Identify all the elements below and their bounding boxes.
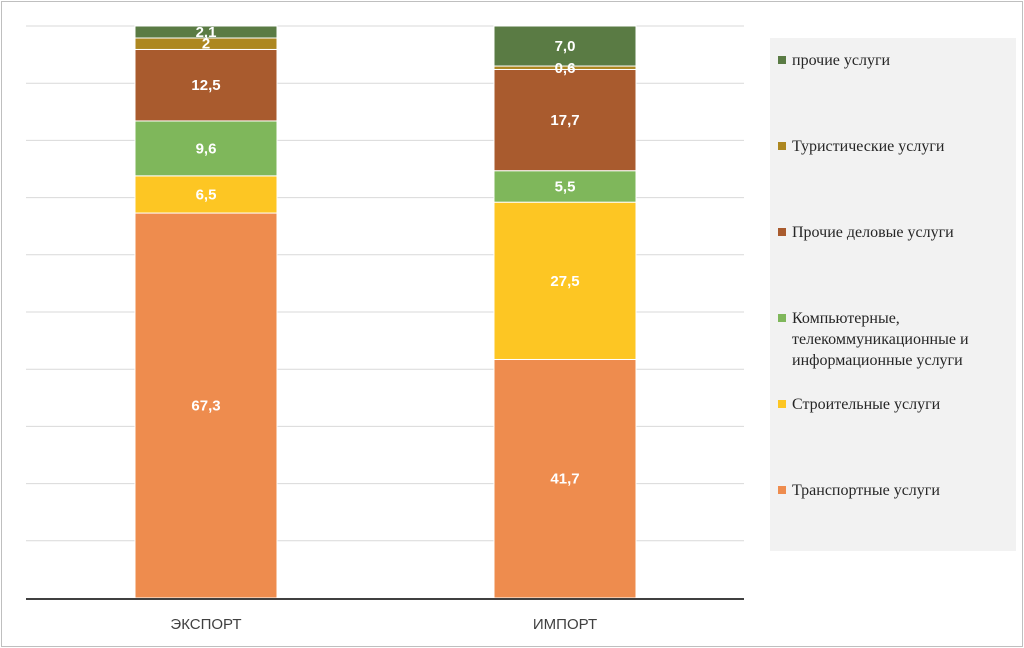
bar-segment — [493, 170, 637, 203]
legend-label: Прочие деловые услуги — [792, 224, 954, 241]
bar-segment — [134, 120, 278, 177]
data-label: 5,5 — [555, 178, 576, 195]
legend-item: Туристические услуги — [778, 136, 1012, 157]
bar-segment — [493, 25, 637, 67]
data-label: 9,6 — [196, 140, 217, 157]
legend-label: Строительные услуги — [792, 396, 941, 413]
legend-swatch — [778, 228, 786, 236]
bar-segment — [134, 25, 278, 39]
legend-label: прочие услуги — [792, 52, 891, 69]
legend-swatch — [778, 314, 786, 322]
legend-swatch — [778, 56, 786, 64]
bar-segment — [134, 48, 278, 122]
category-label: ЭКСПОРТ — [170, 616, 241, 633]
data-label: 41,7 — [550, 471, 579, 488]
legend-label: Туристические услуги — [792, 138, 945, 155]
legend-label: Компьютерные, телекоммуникационные и инф… — [792, 310, 969, 369]
legend-label: Транспортные услуги — [792, 482, 940, 499]
legend-swatch — [778, 142, 786, 150]
legend-item: Строительные услуги — [778, 394, 1012, 415]
bar-segment — [493, 68, 637, 172]
data-label: 27,5 — [550, 273, 579, 290]
data-label: 17,7 — [550, 112, 579, 129]
legend-item: Компьютерные, телекоммуникационные и инф… — [778, 308, 1012, 371]
legend-swatch — [778, 486, 786, 494]
data-label: 7,0 — [555, 38, 576, 55]
bar-segment — [493, 358, 637, 599]
bar-segment — [134, 175, 278, 214]
data-label: 2,1 — [196, 24, 217, 41]
legend-item: Транспортные услуги — [778, 480, 1012, 501]
legend-item: Прочие деловые услуги — [778, 222, 1012, 243]
data-label: 2 — [202, 36, 210, 53]
category-label: ИМПОРТ — [533, 616, 597, 633]
chart-legend: прочие услуги Туристические услуги Прочие … — [770, 38, 1016, 551]
legend-item: прочие услуги — [778, 50, 1012, 71]
data-label: 0,6 — [555, 60, 576, 77]
data-label: 12,5 — [191, 77, 220, 94]
legend-swatch — [778, 400, 786, 408]
data-label: 67,3 — [191, 398, 220, 415]
data-label: 6,5 — [196, 186, 217, 203]
